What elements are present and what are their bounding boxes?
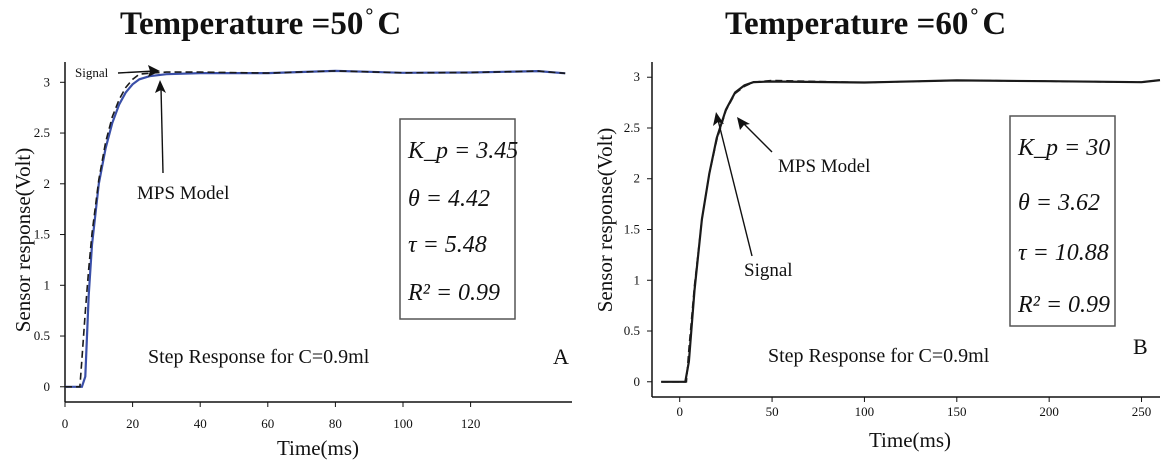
panel-b-model-arrowhead bbox=[737, 117, 750, 130]
panel-a-y-tick-label: 2 bbox=[44, 176, 51, 191]
panel-b-title: Temperature =60 ° C bbox=[725, 5, 1006, 42]
panel-b-model-arrow bbox=[741, 121, 773, 153]
panel-b: Temperature =60 ° C 0 50 100 150 200 250 0 0.5 1 1.… bbox=[593, 5, 1161, 452]
panel-a-x-tick-label: 60 bbox=[261, 416, 274, 431]
panel-b-series bbox=[661, 79, 1161, 383]
panel-b-y-tick-label: 3 bbox=[634, 69, 641, 84]
panel-b-letter: B bbox=[1133, 334, 1148, 359]
panel-a-y-tick-label: 1 bbox=[44, 277, 51, 292]
degree-symbol: ° bbox=[365, 5, 373, 27]
panel-b-y-tick-label: 2 bbox=[634, 171, 641, 186]
panel-a-ylabel: Sensor response(Volt) bbox=[11, 148, 35, 333]
panel-b-y-tick-label: 1.5 bbox=[624, 222, 640, 237]
panel-a-letter: A bbox=[553, 344, 569, 369]
panel-a-series bbox=[65, 69, 566, 388]
panel-a-series-mps-model bbox=[65, 70, 566, 388]
panel-b-param-kp: K_p = 30 bbox=[1017, 135, 1110, 161]
panel-b-x-tick-label: 0 bbox=[676, 404, 683, 419]
panel-b-signal-arrow bbox=[717, 119, 753, 257]
panel-a-x-tick-label: 120 bbox=[461, 416, 481, 431]
panel-b-x-tick-label: 100 bbox=[855, 404, 875, 419]
panel-a-x-tick-label: 80 bbox=[329, 416, 342, 431]
panel-a-ticks: 0 20 40 60 80 100 120 0 0.5 1 1.5 2 2.5 3 bbox=[34, 74, 481, 431]
panel-a: Temperature =50 ° C 0 20 40 60 80 100 120 0 0.5 1 1.… bbox=[11, 5, 572, 460]
panel-b-caption: Step Response for C=0.9ml bbox=[768, 345, 990, 367]
panel-a-y-tick-label: 3 bbox=[44, 74, 51, 89]
panel-a-param-r2: R² = 0.99 bbox=[407, 280, 500, 306]
panel-a-x-tick-label: 0 bbox=[62, 416, 69, 431]
panel-a-xlabel: Time(ms) bbox=[277, 436, 359, 460]
panel-a-y-tick-label: 1.5 bbox=[34, 227, 50, 242]
panel-b-params-box bbox=[1009, 115, 1116, 327]
panel-a-param-theta: θ = 4.42 bbox=[408, 186, 490, 212]
panel-b-x-tick-label: 150 bbox=[947, 404, 967, 419]
panel-b-param-r2: R² = 0.99 bbox=[1017, 292, 1110, 318]
panel-b-model-label: MPS Model bbox=[778, 156, 870, 177]
panel-b-signal-arrowhead bbox=[713, 112, 724, 126]
panel-a-y-tick-label: 0 bbox=[44, 379, 51, 394]
panel-a-model-label: MPS Model bbox=[137, 183, 229, 204]
panel-b-y-tick-label: 1 bbox=[634, 272, 641, 287]
panel-b-signal-label: Signal bbox=[744, 260, 793, 281]
panel-a-axes bbox=[64, 62, 572, 403]
panel-b-x-tick-label: 200 bbox=[1039, 404, 1059, 419]
panel-b-param-tau: τ = 10.88 bbox=[1018, 240, 1109, 266]
panel-a-y-tick-label: 0.5 bbox=[34, 328, 50, 343]
panel-b-param-theta: θ = 3.62 bbox=[1018, 190, 1100, 216]
panel-a-signal-label: Signal bbox=[75, 65, 109, 80]
panel-a-caption: Step Response for C=0.9ml bbox=[148, 346, 370, 368]
panel-a-model-arrowhead bbox=[155, 80, 166, 93]
panel-a-signal-arrowhead bbox=[148, 65, 160, 77]
panel-a-series-signal bbox=[65, 69, 566, 388]
panel-a-x-tick-label: 40 bbox=[194, 416, 207, 431]
panel-b-y-tick-label: 0 bbox=[634, 374, 641, 389]
panel-b-ticks: 0 50 100 150 200 250 0 0.5 1 1.5 2 2.5 3 bbox=[624, 69, 1152, 419]
panel-a-param-kp: K_p = 3.45 bbox=[407, 138, 518, 164]
degree-symbol: ° bbox=[970, 5, 978, 27]
panel-a-model-arrow bbox=[160, 87, 164, 174]
panel-b-y-tick-label: 0.5 bbox=[624, 323, 640, 338]
panel-a-signal-arrow bbox=[117, 70, 156, 74]
panel-a-param-tau: τ = 5.48 bbox=[408, 232, 487, 258]
panel-a-params-box bbox=[399, 118, 516, 320]
panel-b-xlabel: Time(ms) bbox=[869, 428, 951, 452]
panel-b-series-mps-model bbox=[661, 79, 1161, 383]
panel-b-x-tick-label: 250 bbox=[1132, 404, 1152, 419]
panel-a-title: Temperature =50 ° C bbox=[120, 5, 401, 42]
panel-b-ylabel: Sensor response(Volt) bbox=[593, 128, 617, 313]
panel-a-x-tick-label: 100 bbox=[393, 416, 413, 431]
panel-a-y-tick-label: 2.5 bbox=[34, 125, 50, 140]
panel-a-x-tick-label: 20 bbox=[126, 416, 139, 431]
panel-b-y-tick-label: 2.5 bbox=[624, 120, 640, 135]
panel-b-x-tick-label: 50 bbox=[766, 404, 779, 419]
